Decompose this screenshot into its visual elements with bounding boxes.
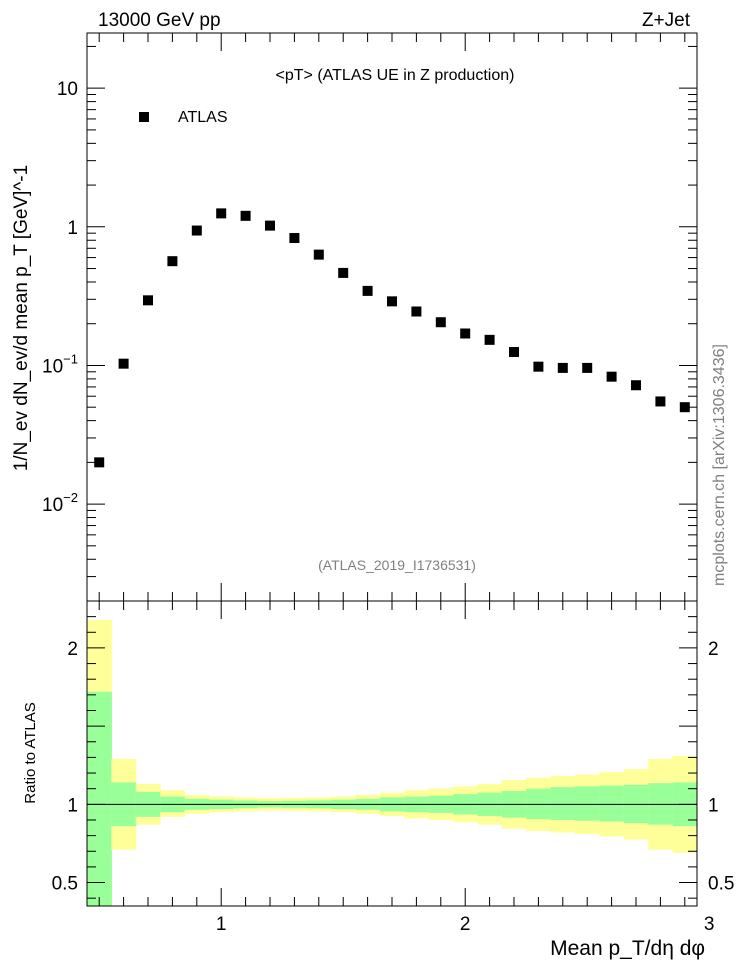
- data-point-5: [216, 208, 227, 219]
- axis-ticks: [87, 33, 697, 906]
- ratio-tick-label-1-left: 1: [67, 795, 78, 816]
- data-point-23: [655, 396, 666, 407]
- main-y-axis-label: 1/N_ev dN_ev/d mean p_T [GeV]^-1: [11, 165, 32, 471]
- x-tick-label-1: 1: [216, 914, 227, 935]
- plot-title: <pT> (ATLAS UE in Z production): [276, 67, 515, 84]
- data-point-22: [631, 380, 641, 391]
- data-point-16: [484, 334, 495, 345]
- analysis-label: (ATLAS_2019_I1736531): [318, 557, 476, 573]
- header-process-label: Z+Jet: [642, 10, 691, 31]
- x-tick-label-3: 3: [704, 914, 715, 935]
- data-point-6: [240, 210, 251, 221]
- data-point-3: [167, 256, 178, 267]
- data-point-13: [411, 306, 422, 317]
- ratio-tick-label-2-left: 2: [67, 639, 78, 660]
- data-point-1: [118, 358, 129, 369]
- ratio-inner-band-0: [87, 691, 112, 906]
- data-point-17: [509, 347, 519, 358]
- data-point-19: [557, 362, 568, 373]
- header-energy-label: 13000 GeV pp: [98, 10, 221, 31]
- ratio-inner-band-19: [550, 787, 576, 820]
- data-point-8: [289, 233, 300, 244]
- data-point-11: [362, 285, 373, 296]
- data-point-18: [533, 361, 544, 372]
- ratio-tick-label-0p5-right: 0.5: [708, 874, 734, 895]
- data-point-24: [679, 402, 690, 413]
- data-point-2: [143, 295, 153, 306]
- data-points: [94, 208, 690, 468]
- x-axis-label: Mean p_T/dη dφ: [550, 937, 705, 960]
- data-point-12: [387, 296, 397, 307]
- x-tick-label-2: 2: [460, 914, 471, 935]
- legend-marker: [139, 112, 149, 122]
- ratio-inner-band-21: [599, 785, 625, 822]
- ratio-tick-label-2-right: 2: [708, 639, 719, 660]
- data-point-21: [606, 371, 617, 382]
- data-point-4: [191, 225, 202, 236]
- y-tick-label-1e-2: 10−2: [42, 490, 78, 516]
- ratio-bands: [87, 619, 698, 906]
- ratio-tick-label-0p5-left: 0.5: [52, 874, 78, 895]
- data-point-9: [313, 249, 324, 260]
- data-point-14: [435, 317, 446, 328]
- data-point-7: [265, 220, 275, 231]
- ratio-y-axis-label: Ratio to ATLAS: [22, 702, 39, 803]
- y-tick-label-1: 1: [67, 218, 78, 239]
- legend-label-atlas: ATLAS: [178, 109, 228, 126]
- data-point-10: [338, 267, 349, 278]
- data-point-15: [460, 328, 471, 339]
- y-tick-label-10: 10: [57, 79, 78, 100]
- watermark: mcplots.cern.ch [arXiv:1306.3436]: [711, 344, 728, 586]
- ratio-plot-frame: [86, 600, 698, 907]
- y-tick-label-1e-1: 10−1: [42, 351, 78, 377]
- data-point-0: [94, 457, 105, 468]
- ratio-inner-band-20: [575, 786, 600, 821]
- ratio-tick-label-1-right: 1: [708, 795, 719, 816]
- data-point-20: [582, 362, 593, 373]
